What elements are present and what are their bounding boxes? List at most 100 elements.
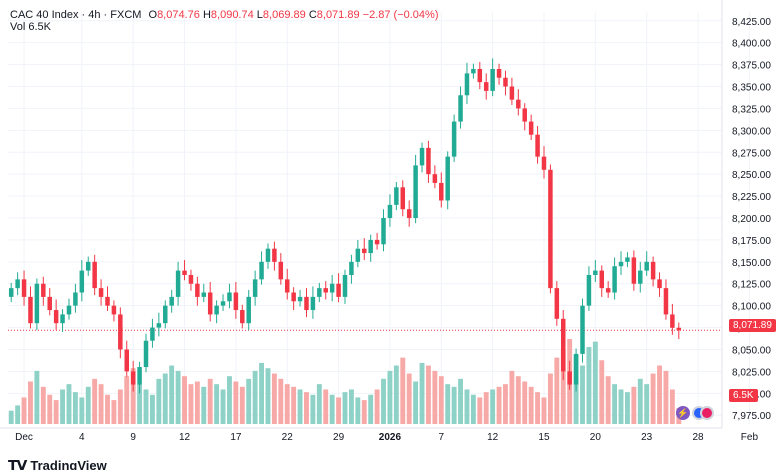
volume-bar: [445, 384, 451, 424]
x-tick-label: 17: [230, 432, 242, 443]
candle-body: [535, 134, 540, 157]
volume-bar: [669, 389, 675, 424]
volume-bar: [271, 373, 277, 424]
x-tick-label: 28: [692, 432, 704, 443]
candle-body: [638, 270, 643, 284]
candle-body: [34, 283, 40, 324]
y-tick-label: 8,300.00: [732, 126, 771, 137]
candle-body: [15, 279, 20, 289]
candle-body: [240, 310, 245, 324]
candle-body: [522, 108, 527, 122]
x-tick-label: 9: [130, 432, 136, 443]
candle-body: [451, 121, 457, 157]
candle-body: [124, 349, 129, 372]
y-tick-label: 8,250.00: [732, 170, 771, 181]
candle-body: [419, 147, 425, 166]
volume-bar: [650, 373, 656, 424]
candle-body: [201, 292, 207, 297]
volume-bar: [265, 368, 271, 424]
candle-body: [60, 314, 65, 324]
candle-body: [400, 187, 406, 210]
tradingview-logo[interactable]: 𝗧𝗩 TradingView: [8, 457, 107, 470]
y-tick-label: 7,975.00: [732, 411, 771, 422]
candle-body: [214, 305, 219, 315]
candle-body: [342, 274, 348, 297]
volume-bar: [342, 392, 348, 424]
volume-bar: [194, 381, 200, 424]
low-value: 8,069.89: [262, 9, 306, 21]
volume-bar: [60, 389, 66, 424]
volume-bar: [637, 378, 643, 424]
volume-bar: [34, 370, 40, 424]
close-value: 8,071.89: [316, 9, 360, 21]
volume-bar: [47, 394, 53, 424]
high-label: H: [202, 9, 211, 21]
volume-bars: [8, 339, 682, 424]
volume-bar: [117, 389, 123, 424]
volume-bar: [586, 346, 592, 424]
candle-body: [464, 73, 470, 96]
candle-body: [528, 121, 534, 135]
volume-bar: [644, 384, 650, 424]
candle-body: [362, 248, 367, 254]
candle-body: [541, 156, 547, 170]
vol-value: 6.5K: [28, 21, 51, 33]
news-icon[interactable]: [700, 406, 714, 420]
volume-bar: [406, 373, 412, 424]
symbol-title[interactable]: CAC 40 Index · 4h · FXCM: [10, 9, 142, 21]
volume-bar: [528, 386, 534, 424]
x-tick-label: Feb: [741, 432, 759, 443]
candle-body: [554, 288, 560, 319]
candle-body: [111, 305, 117, 315]
candle-body: [625, 257, 630, 262]
volume-bar: [124, 376, 130, 424]
candle-body: [336, 283, 341, 297]
x-tick-label: Dec: [15, 432, 33, 443]
x-tick-label: 4: [79, 432, 85, 443]
volume-bar: [28, 381, 33, 424]
volume-bar: [535, 392, 541, 424]
candle-body: [477, 68, 483, 83]
candle-body: [490, 68, 495, 91]
candle-body: [304, 296, 309, 311]
volume-bar: [40, 386, 46, 424]
candle-body: [118, 314, 123, 350]
candle-body: [79, 270, 85, 293]
volume-bar: [541, 397, 547, 424]
volume-bar: [329, 394, 335, 424]
volume-bar: [580, 365, 585, 424]
candle-body: [329, 283, 335, 293]
candle-body: [355, 248, 361, 262]
candle-body: [561, 318, 566, 372]
candle-body: [265, 248, 271, 262]
candle-body: [650, 261, 656, 280]
x-tick-label: 2026: [379, 432, 402, 443]
candle-body: [47, 296, 52, 311]
y-tick-label: 8,275.00: [732, 148, 771, 159]
volume-bar: [477, 397, 483, 424]
volume-bar: [631, 386, 637, 424]
candle-body: [612, 266, 617, 293]
low-label: L: [256, 9, 263, 21]
volume-bar: [426, 365, 431, 424]
volume-bar: [169, 365, 175, 424]
candle-body: [291, 292, 296, 302]
volume-bar: [496, 386, 502, 424]
lightning-icon[interactable]: ⚡: [676, 406, 690, 420]
candle-body: [548, 169, 553, 289]
candle-body: [413, 165, 418, 218]
volume-bar: [156, 378, 162, 424]
candle-body: [233, 292, 239, 311]
y-tick-label: 8,400.00: [732, 39, 771, 50]
price-axis[interactable]: 8,425.00 8,400.00 8,375.00 8,350.00 8,325.00…: [732, 17, 771, 422]
candle-body: [426, 147, 431, 175]
close-label: C: [308, 9, 317, 21]
volume-bar: [547, 373, 553, 424]
time-axis[interactable]: Dec 4 9 12 17 22 29 2026 7 12 15 20 23 28 Feb: [15, 432, 758, 443]
volume-bar: [53, 400, 59, 424]
volume-bar: [400, 357, 406, 424]
high-value: 8,090.74: [210, 9, 254, 21]
candle-body: [368, 239, 373, 254]
volume-bar: [599, 360, 605, 424]
